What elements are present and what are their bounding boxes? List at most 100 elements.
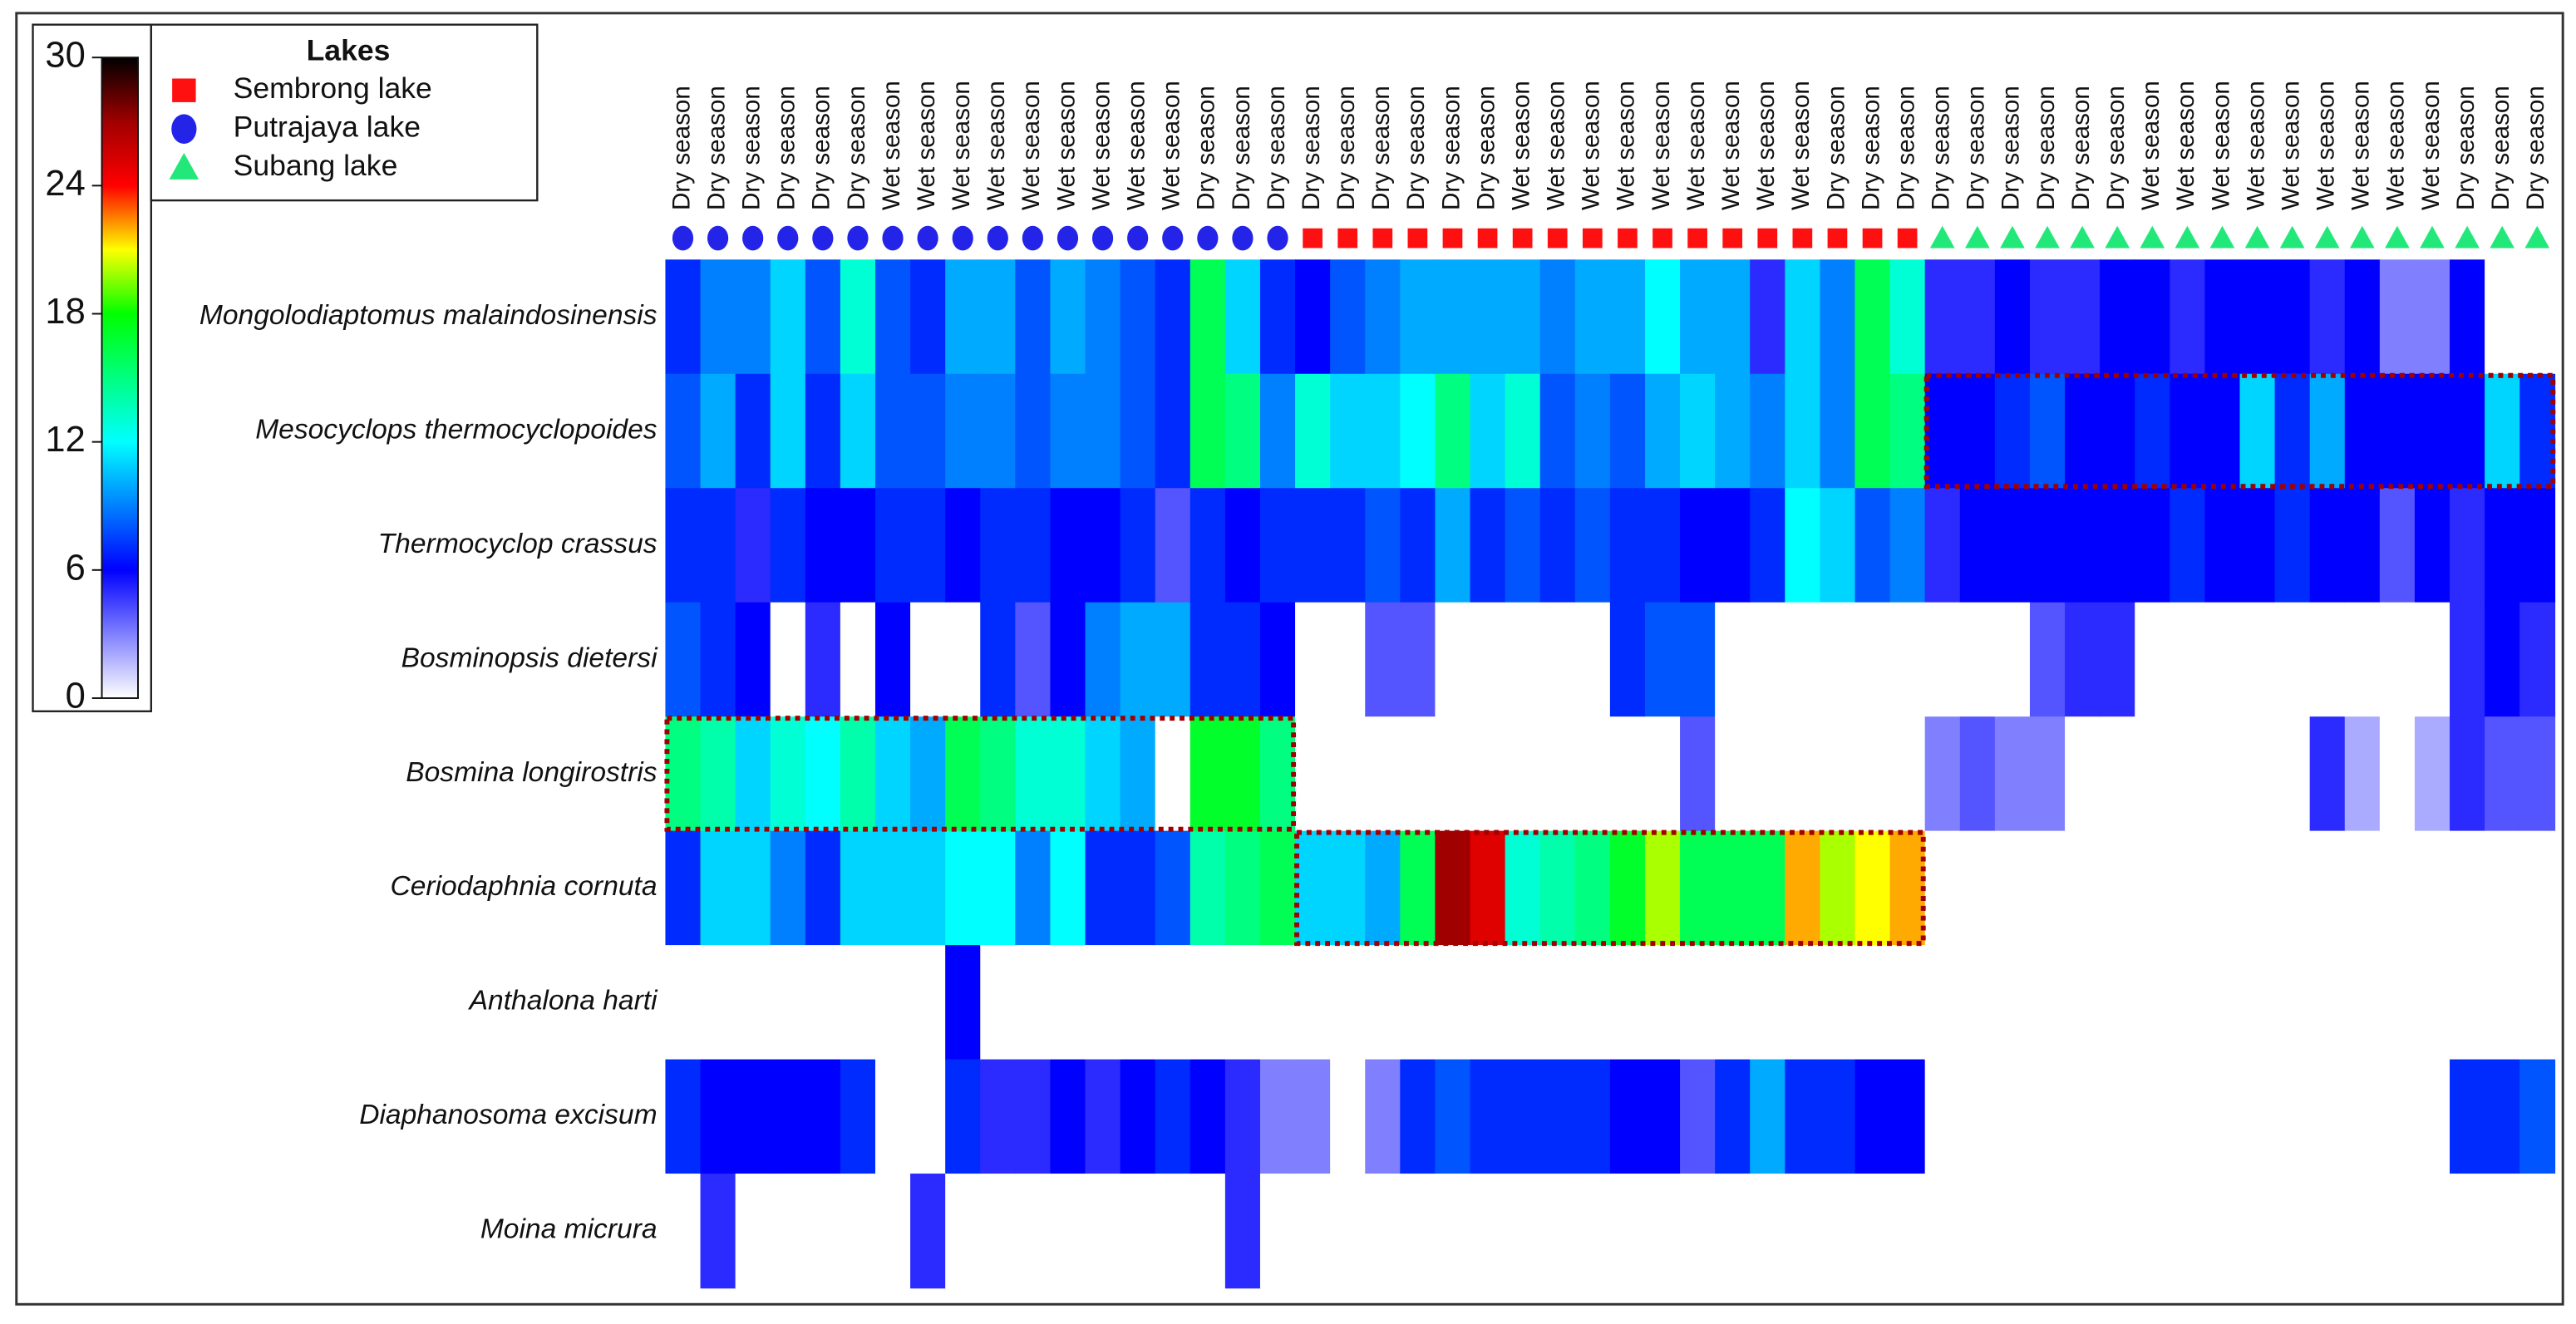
heat-cell (2239, 1174, 2276, 1289)
heat-cell (1609, 1174, 1646, 1289)
heat-cell (2450, 373, 2485, 490)
heat-cell (2274, 830, 2311, 946)
heat-cell (2450, 1174, 2485, 1289)
heat-cell (2100, 1059, 2136, 1174)
heat-cell (1715, 259, 1751, 375)
heat-cell (2029, 259, 2066, 375)
heat-cell (1820, 945, 1856, 1061)
heat-cell (2065, 602, 2101, 717)
heat-cell (1189, 488, 1226, 603)
heat-cell (770, 1059, 806, 1174)
legend-label: Subang lake (234, 149, 398, 182)
heat-cell (2029, 602, 2066, 717)
heat-cell (2450, 488, 2485, 603)
heat-cell (1224, 830, 1261, 946)
heat-cell (1365, 945, 1401, 1061)
heat-cell (1189, 259, 1226, 375)
row-label: Anthalona harti (468, 986, 658, 1016)
heat-cell (980, 1059, 1017, 1174)
heat-cell (1189, 1174, 1226, 1289)
heat-cell (2414, 259, 2450, 375)
heat-cell (874, 259, 911, 375)
heat-cell (1365, 1174, 1401, 1289)
heat-cell (1924, 1059, 1961, 1174)
heat-cell (2100, 716, 2136, 832)
heat-cell (2170, 945, 2206, 1061)
heat-cell (735, 1059, 771, 1174)
heat-cell (1644, 945, 1681, 1061)
heat-cell (2450, 1059, 2485, 1174)
heat-cell (945, 1174, 982, 1289)
heat-cell (805, 830, 841, 946)
heat-cell (2344, 259, 2381, 375)
heat-cell (2100, 488, 2136, 603)
heat-cell (2170, 1059, 2206, 1174)
heat-cell (2309, 716, 2346, 832)
column-label: Wet season (1158, 81, 1185, 210)
heat-cell (1330, 373, 1367, 490)
heat-cell (1189, 716, 1226, 832)
heat-cell (700, 488, 736, 603)
heat-cell (1400, 259, 1436, 375)
column-label: Wet season (1752, 81, 1780, 210)
heat-cell (2519, 1174, 2556, 1289)
heat-cell (1715, 830, 1751, 946)
heat-cell (2029, 830, 2066, 946)
heat-cell (874, 1174, 911, 1289)
heat-cell (1470, 373, 1506, 490)
heat-cell (665, 830, 702, 946)
heat-cell (1715, 488, 1751, 603)
heat-cell (874, 716, 911, 832)
heat-cell (1120, 830, 1156, 946)
heat-cell (1295, 716, 1331, 832)
heat-cell (1435, 830, 1471, 946)
heat-cell (2135, 602, 2171, 717)
heat-cell (1295, 373, 1331, 490)
heat-cell (1889, 373, 1926, 490)
colorbar-tick-label: 30 (45, 36, 85, 76)
column-label: Wet season (1543, 81, 1570, 210)
heat-cell (2309, 945, 2346, 1061)
heat-cell (1609, 602, 1646, 717)
column-label: Wet season (1682, 81, 1710, 210)
heat-cell (1259, 259, 1296, 375)
heat-cell (1924, 602, 1961, 717)
lake-marker (1512, 228, 1533, 249)
heat-cell (2379, 602, 2416, 717)
heat-cell (1994, 373, 2031, 490)
heat-cell (874, 602, 911, 717)
heat-cell (735, 259, 771, 375)
heat-cell (2065, 830, 2101, 946)
heat-cell (2239, 602, 2276, 717)
lake-marker (1127, 225, 1149, 251)
heat-cell (1085, 716, 1121, 832)
heat-cell (840, 1174, 876, 1289)
heat-cell (2100, 945, 2136, 1061)
lake-marker (169, 152, 199, 180)
heat-cell (840, 945, 876, 1061)
heat-cell (1680, 1059, 1716, 1174)
heat-cell (2519, 945, 2556, 1061)
heat-cell (805, 602, 841, 717)
heat-cell (735, 830, 771, 946)
heat-cell (980, 373, 1017, 490)
heat-cell (1365, 373, 1401, 490)
heat-cell (910, 716, 946, 832)
column-label: Dry season (737, 86, 765, 210)
heat-cell (1609, 488, 1646, 603)
heat-cell (1015, 259, 1052, 375)
heat-cell (2065, 716, 2101, 832)
heat-cell (1155, 259, 1191, 375)
heat-cell (2135, 488, 2171, 603)
heat-cell (2100, 830, 2136, 946)
heat-cell (1715, 602, 1751, 717)
heat-cell (1085, 373, 1121, 490)
heat-cell (874, 945, 911, 1061)
heat-cell (2485, 259, 2521, 375)
heat-cell (1854, 830, 1891, 946)
heat-cell (1470, 488, 1506, 603)
heat-cell (1680, 602, 1716, 717)
lake-marker (2279, 225, 2305, 249)
lake-marker (2070, 225, 2095, 249)
